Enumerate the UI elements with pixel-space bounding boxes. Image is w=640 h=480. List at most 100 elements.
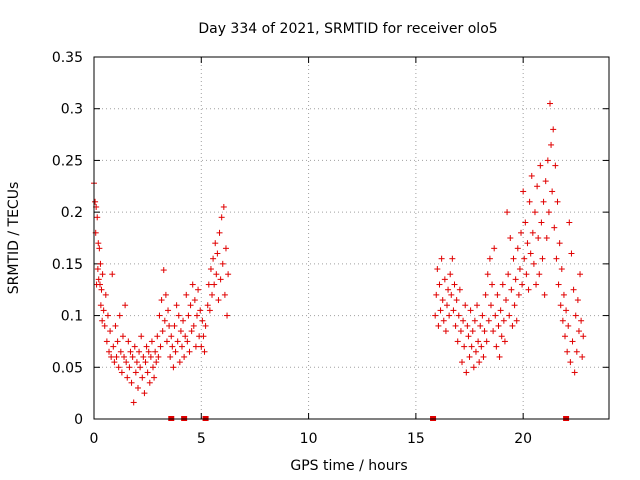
data-point [568,250,575,257]
data-point [116,312,123,319]
data-point [500,317,507,324]
data-point [198,343,205,350]
data-point [503,297,509,304]
data-point [124,374,131,381]
data-point [95,240,102,247]
data-point [107,328,114,335]
data-point [191,297,198,304]
chart-title: Day 334 of 2021, SRMTID for receiver olo… [198,21,497,37]
data-point [160,267,167,274]
data-point [565,322,572,329]
data-point [569,338,576,345]
data-point [505,271,512,278]
data-point [190,322,197,329]
data-point [132,369,139,376]
data-point [167,353,174,360]
data-point [560,291,567,298]
data-point [108,353,115,360]
data-point [487,302,494,309]
data-point [541,291,548,298]
data-point [493,343,500,350]
data-point [512,276,519,283]
data-point [435,322,442,329]
data-point [535,235,542,241]
data-point [185,312,192,319]
data-point [486,255,493,262]
data-point [551,224,558,231]
data-point [570,286,577,293]
data-point [443,302,450,309]
data-point [456,286,463,293]
data-point [550,126,557,133]
data-point [221,291,228,298]
data-point [577,271,584,278]
data-point [497,307,504,314]
data-point [478,343,485,350]
data-point [177,328,184,335]
y-tick-label: 0.2 [61,205,83,221]
data-point [150,364,157,371]
data-point [442,328,449,335]
data-point [217,276,224,283]
data-point [482,291,489,298]
data-point [531,209,538,216]
data-point [158,297,165,304]
data-point [194,312,200,319]
data-point [187,302,194,309]
data-point [433,291,440,298]
data-point [127,348,134,355]
data-point [455,312,462,319]
data-point [99,317,106,324]
data-point [566,219,573,226]
data-point [467,307,474,314]
data-point [549,188,556,195]
data-point [146,379,153,386]
data-point [539,255,546,262]
data-point [204,302,211,309]
data-point [165,307,172,314]
data-point [453,297,460,304]
data-point [543,235,550,241]
data-point [156,312,163,319]
axis-ticks [93,56,609,420]
data-point [446,312,453,319]
data-point [114,338,121,345]
y-tick-label: 0.25 [52,153,83,169]
data-point [498,333,505,340]
data-point [214,250,221,257]
data-point [437,307,444,314]
data-point [490,328,497,335]
data-point [538,219,545,226]
data-point [130,399,137,406]
data-point [526,198,533,205]
data-point [97,260,104,267]
data-point [518,229,525,236]
data-point [563,307,570,314]
data-point [195,286,202,293]
data-point [163,338,170,345]
data-point [111,359,118,366]
data-point [533,281,540,288]
data-point [537,162,544,169]
data-point [499,281,506,288]
data-point [154,333,161,340]
data-point [554,198,561,205]
data-point [461,343,468,350]
data-point [216,229,223,236]
data-point [514,245,521,252]
data-point [197,307,204,314]
data-point [572,312,579,319]
data-point [125,338,132,345]
data-point [530,260,537,267]
x-axis-label: GPS time / hours [290,458,407,474]
x-tick-label: 0 [90,431,99,447]
data-point [143,343,150,350]
data-point [113,353,120,360]
data-point [152,348,159,355]
data-point [199,317,206,324]
data-point [520,188,527,195]
data-point [579,353,586,360]
data-point [138,333,145,340]
data-point [471,317,478,324]
